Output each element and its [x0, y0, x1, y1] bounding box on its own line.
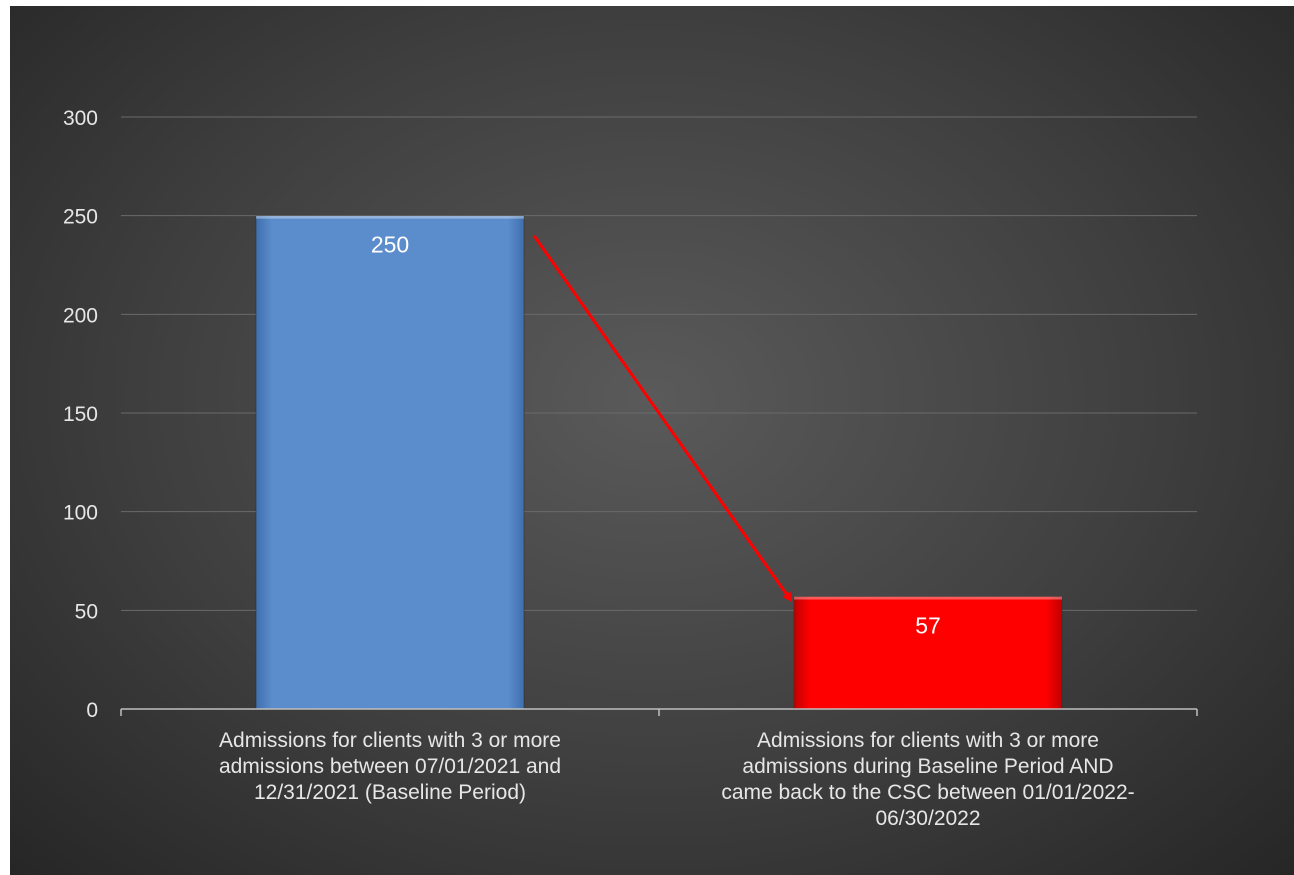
y-tick-label: 150 [63, 403, 98, 426]
bar-highlight [794, 596, 1062, 600]
category-label-line: Admissions for clients with 3 or more [219, 729, 561, 752]
y-tick-label: 0 [86, 699, 98, 722]
trend-arrow-line [532, 234, 793, 603]
bar-1 [255, 215, 525, 710]
trend-arrow [532, 234, 793, 603]
bar-2 [793, 596, 1063, 710]
category-label-line: 12/31/2021 (Baseline Period) [254, 781, 526, 804]
x-axis [120, 708, 1198, 716]
chart-area: 0 50 100 150 200 250 300 250 57 Admissions for … [10, 6, 1294, 875]
category-labels: Admissions for clients with 3 or more adm… [219, 729, 1135, 830]
y-tick-label: 300 [63, 107, 98, 130]
category-label-line: admissions during Baseline Period AND [742, 755, 1113, 778]
y-tick-label: 250 [63, 206, 98, 229]
data-labels: 250 57 [371, 232, 941, 639]
bar-highlight [256, 215, 524, 219]
bar-chart: 0 50 100 150 200 250 300 250 57 Admissions for … [63, 107, 1198, 830]
y-tick-label: 200 [63, 304, 98, 327]
y-tick-label: 100 [63, 502, 98, 525]
category-label-line: Admissions for clients with 3 or more [757, 729, 1099, 752]
bars [255, 215, 1063, 710]
data-label-2: 57 [915, 613, 941, 639]
y-axis-ticks: 0 50 100 150 200 250 300 [63, 107, 98, 722]
category-label-line: admissions between 07/01/2021 and [219, 755, 561, 778]
category-label-line: came back to the CSC between 01/01/2022- [721, 781, 1134, 804]
category-label-line: 06/30/2022 [875, 807, 980, 830]
y-tick-label: 50 [75, 600, 98, 623]
data-label-1: 250 [371, 232, 409, 258]
